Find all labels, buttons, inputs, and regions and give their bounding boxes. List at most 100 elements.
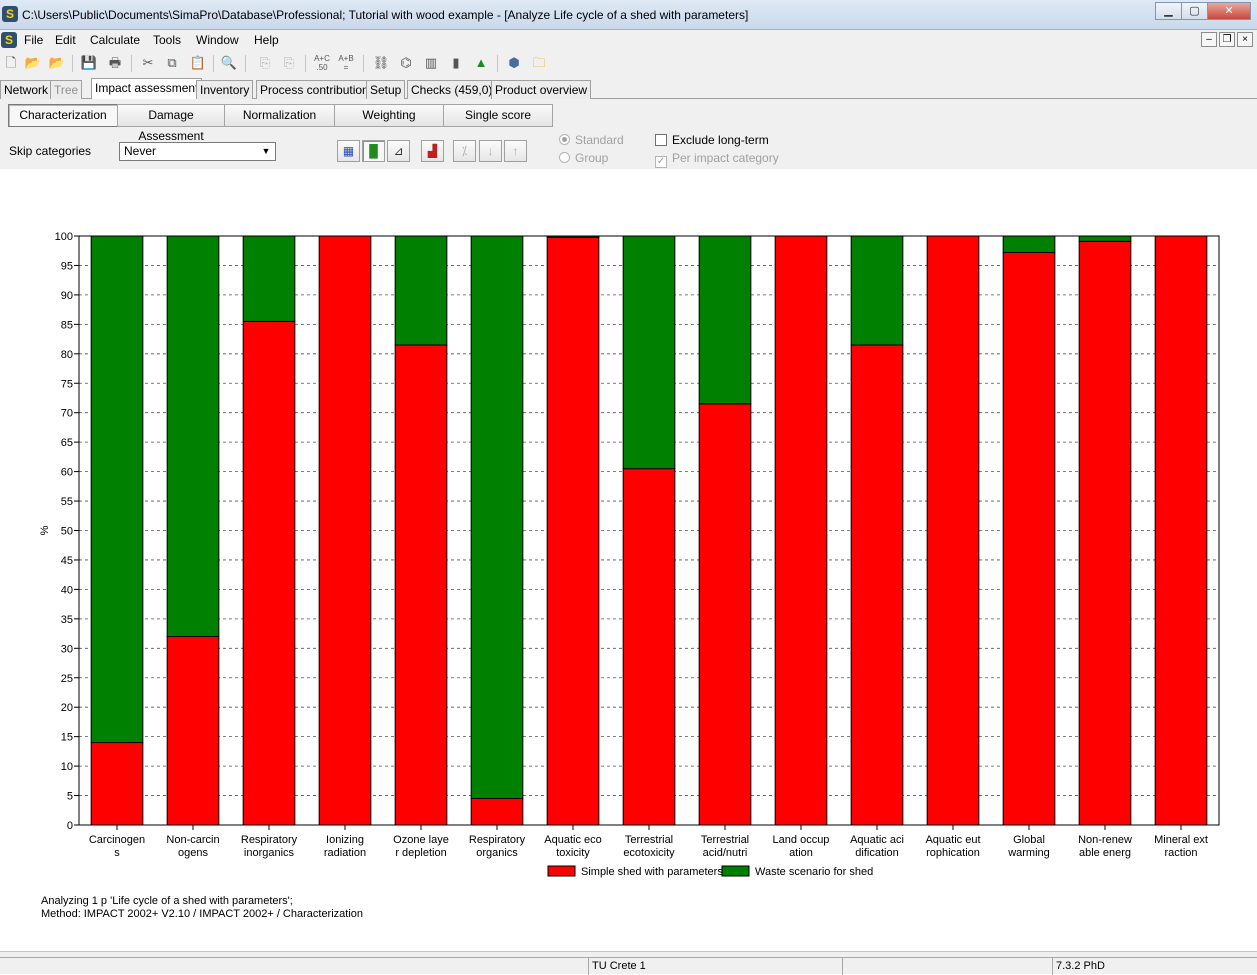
tab-tree[interactable]: Tree (50, 80, 83, 99)
tab-setup[interactable]: Setup (366, 80, 406, 99)
bar-segment-waste-scenario (166, 235, 220, 638)
subtab-characterization[interactable]: Characterization (8, 104, 118, 127)
menu-edit[interactable]: Edit (55, 33, 76, 47)
bar-segment-simple-shed (1002, 251, 1056, 826)
subtab-damage-assessment[interactable]: Damage Assessment (117, 104, 225, 143)
minimize-icon[interactable]: ▁ (1155, 2, 1182, 20)
calc-ab2-icon[interactable]: A+B = (338, 54, 354, 72)
open-icon[interactable]: 📂 (24, 55, 42, 70)
bar-segment-waste-scenario (850, 235, 904, 346)
x-tick-label: Respiratory (469, 834, 526, 846)
x-tick-label: raction (1164, 847, 1197, 859)
x-tick-label: Aquatic eut (925, 834, 980, 846)
bar-segment-waste-scenario (242, 235, 296, 322)
x-tick-label: radiation (324, 847, 366, 859)
search-icon[interactable]: 🔍 (220, 55, 238, 70)
y-tick-label: 60 (61, 467, 73, 479)
mdi-restore-icon[interactable]: ❐ (1219, 32, 1235, 47)
sort-up-icon: ↑ (504, 140, 527, 162)
mdi-close-icon[interactable]: × (1237, 32, 1253, 47)
print-icon[interactable]: 🖶 (108, 55, 122, 70)
tab-checks[interactable]: Checks (459,0) (407, 80, 497, 99)
per-impact-category-checkbox: ✓ Per impact category (655, 151, 779, 168)
menu-help[interactable]: Help (254, 33, 279, 47)
subtab-single-score[interactable]: Single score (443, 104, 553, 127)
x-tick-label: r depletion (395, 847, 446, 859)
tab-network[interactable]: Network (0, 80, 53, 99)
y-tick-label: 25 (61, 673, 73, 685)
table-view-icon[interactable]: ▦ (337, 140, 360, 162)
chart-options-icon[interactable]: ⊿ (387, 140, 410, 162)
tab-product-overview[interactable]: Product overview (491, 80, 592, 99)
bar-chart-view-icon[interactable]: ▐▌ (362, 140, 385, 162)
y-tick-label: 30 (61, 643, 73, 655)
x-tick-label: organics (476, 847, 518, 859)
y-tick-label: 85 (61, 319, 73, 331)
subtab-normalization[interactable]: Normalization (224, 104, 335, 127)
y-tick-label: 80 (61, 349, 73, 361)
box-icon[interactable]: ⬢ (508, 55, 520, 70)
skip-categories-select[interactable]: Never ▼ (119, 142, 276, 161)
exclude-long-term-checkbox[interactable]: Exclude long-term (655, 133, 769, 147)
paste-icon[interactable]: 📋 (189, 55, 207, 70)
tree-icon[interactable]: ⌬ (400, 55, 412, 70)
tab-impact-assessment[interactable]: Impact assessment (91, 78, 203, 99)
x-tick-label: Ionizing (326, 834, 364, 846)
status-cell-empty (842, 957, 1052, 975)
per-impact-category-label: Per impact category (672, 151, 779, 165)
menu-window[interactable]: Window (196, 33, 239, 47)
disabled-icon: ⎘ (259, 55, 271, 70)
checkmark-icon: ✓ (655, 156, 667, 168)
bar-segment-waste-scenario (90, 235, 144, 744)
maximize-icon[interactable]: ▢ (1181, 2, 1208, 20)
sort-percent-icon: ⁒ (453, 140, 476, 162)
calc-ab-icon[interactable]: A+C .50 (314, 54, 330, 72)
document-icon[interactable]: S (1, 32, 17, 48)
x-tick-label: dification (855, 847, 898, 859)
menu-tools[interactable]: Tools (153, 33, 182, 47)
y-tick-label: 50 (61, 526, 73, 538)
y-tick-label: 0 (67, 820, 73, 832)
network-icon[interactable]: ⛓ (372, 55, 390, 70)
y-tick-label: 10 (61, 761, 73, 773)
copy-icon[interactable]: ⧉ (167, 55, 177, 70)
cut-icon[interactable]: ✂ (142, 55, 154, 70)
x-tick-label: Terrestrial (625, 834, 673, 846)
tab-inventory[interactable]: Inventory (196, 80, 254, 99)
bar-segment-simple-shed (242, 320, 296, 826)
x-tick-label: Terrestrial (701, 834, 749, 846)
group-radio: Group (559, 151, 608, 165)
characterization-chart: 0 5 10 15 20 25 30 35 40 45 50 55 60 65 70 75 80 85 90 95 10… (0, 169, 1257, 892)
save-icon[interactable]: 💾 (80, 55, 98, 70)
menu-calculate[interactable]: Calculate (90, 33, 141, 47)
checkbox-box[interactable] (655, 134, 667, 146)
folder-icon[interactable]: 🗀 (532, 55, 546, 70)
mdi-minimize-icon[interactable]: – (1201, 32, 1217, 47)
bar-segment-simple-shed (698, 403, 752, 826)
close-icon[interactable]: ✕ (1207, 2, 1251, 20)
menu-file[interactable]: File (24, 33, 44, 47)
x-tick-label: Ozone laye (393, 834, 449, 846)
simapro-logo-icon[interactable]: S (2, 6, 18, 22)
bar-segment-waste-scenario (622, 235, 676, 470)
chart-icon[interactable]: ▥ (424, 55, 438, 70)
plot-frame (78, 235, 1220, 826)
open-project-icon[interactable]: 📂 (48, 55, 66, 70)
stacked-chart-icon[interactable]: ▟ (421, 140, 444, 162)
sort-down-icon: ↓ (479, 140, 502, 162)
y-axis-label: % (39, 525, 51, 535)
y-tick-label: 65 (61, 437, 73, 449)
bar-segment-simple-shed (850, 344, 904, 826)
tab-process-contribution[interactable]: Process contribution (256, 80, 373, 99)
bar-segment-simple-shed (470, 797, 524, 826)
tree-green-icon[interactable]: ▲ (474, 55, 488, 70)
new-icon[interactable]: 🗋 (5, 55, 17, 70)
chevron-down-icon[interactable]: ▼ (261, 146, 271, 156)
radio-dot (559, 152, 570, 163)
standard-label: Standard (575, 133, 624, 147)
standard-radio: Standard (559, 133, 624, 147)
x-tick-label: toxicity (556, 847, 590, 859)
bar-chart-icon[interactable]: ▮ (452, 55, 460, 70)
bar-segment-waste-scenario (394, 235, 448, 346)
subtab-weighting[interactable]: Weighting (334, 104, 444, 127)
